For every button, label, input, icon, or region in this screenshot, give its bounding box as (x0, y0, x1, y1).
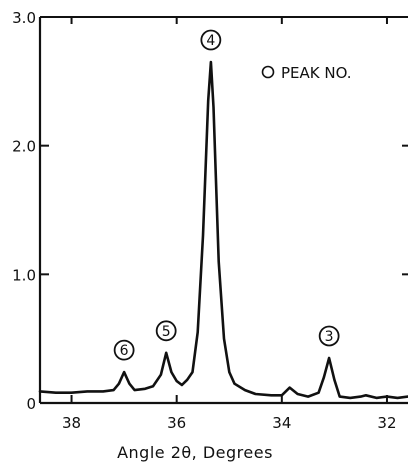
x-tick-label: 34 (272, 414, 291, 432)
peak-circle-icon (200, 29, 222, 51)
x-tick-label: 32 (377, 414, 396, 432)
peak-marker: 4 (200, 29, 222, 51)
y-tick-label: 0 (26, 395, 36, 413)
peak-circle-icon (318, 325, 340, 347)
legend-circle-icon (261, 65, 275, 79)
peak-number: 5 (162, 324, 171, 340)
legend-label: PEAK NO. (281, 64, 352, 82)
peak-markers: 6 5 4 3 (113, 29, 340, 361)
x-tick-label: 36 (167, 414, 186, 432)
peak-marker: 5 (155, 320, 177, 342)
peak-number: 6 (120, 343, 129, 359)
peak-circle-icon (113, 339, 135, 361)
peak-number: 4 (206, 33, 215, 49)
x-axis-title: Angle 2θ, Degrees (117, 443, 273, 462)
peak-number: 3 (325, 329, 334, 345)
legend: PEAK NO. (261, 64, 352, 82)
x-tick-label: 38 (62, 414, 81, 432)
y-tick-label: 1.0 (12, 266, 36, 284)
y-tick-label: 3.0 (12, 9, 36, 27)
diffraction-trace (38, 60, 408, 400)
y-tick-label: 2.0 (12, 138, 36, 156)
y-ticks: 0 1.0 2.0 3.0 (12, 9, 408, 413)
peak-marker: 6 (113, 339, 135, 361)
peak-marker: 3 (318, 325, 340, 347)
chart-axes (38, 16, 408, 405)
peak-circle-icon (155, 320, 177, 342)
